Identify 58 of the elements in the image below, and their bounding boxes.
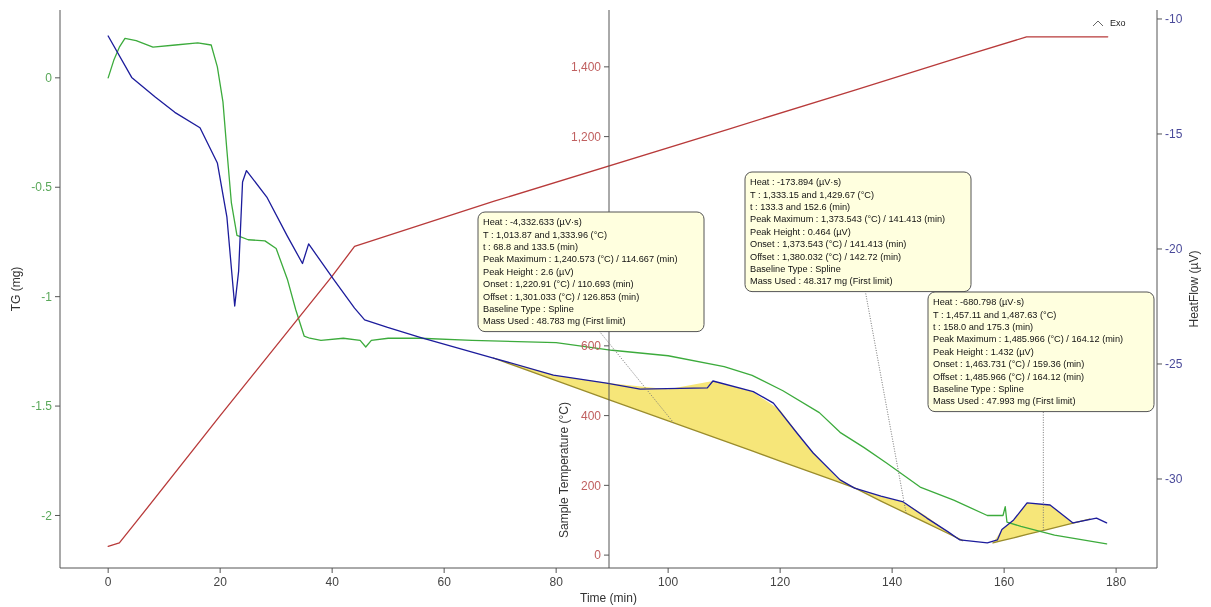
annotation: Offset : 1,301.033 (°C) / 126.853 (min) bbox=[483, 291, 640, 302]
annotation: Onset : 1,463.731 (°C) / 159.36 (min) bbox=[933, 359, 1085, 370]
annotation: T : 1,013.87 and 1,333.96 (°C) bbox=[483, 229, 608, 240]
x-tick-label: 100 bbox=[658, 575, 679, 589]
annotation: Offset : 1,485.966 (°C) / 164.12 (min) bbox=[933, 371, 1085, 382]
y-tick-label: 0 bbox=[45, 71, 53, 86]
y3-axis-title: HeatFlow (µV) bbox=[1187, 250, 1201, 328]
annotation: Onset : 1,220.91 (°C) / 110.693 (min) bbox=[483, 279, 634, 290]
y2-tick-label: 0 bbox=[594, 548, 602, 563]
y-tick-label: -0.5 bbox=[31, 180, 53, 195]
y2-tick-label: 1,400 bbox=[570, 60, 602, 75]
annotation: Exo bbox=[1110, 18, 1126, 28]
y3-tick-label: -15 bbox=[1165, 127, 1183, 142]
annotation: Offset : 1,380.032 (°C) / 142.72 (min) bbox=[750, 251, 902, 262]
annotation: t : 133.3 and 152.6 (min) bbox=[750, 202, 851, 212]
annotation: Peak Maximum : 1,373.543 (°C) / 141.413 (min) bbox=[750, 214, 946, 225]
annotation: Mass Used : 48.317 mg (First limit) bbox=[750, 276, 893, 287]
line-series bbox=[992, 518, 1091, 544]
y2-tick-label: 1,200 bbox=[570, 129, 602, 144]
annotation: Peak Maximum : 1,240.573 (°C) / 114.667 (min) bbox=[483, 254, 678, 265]
annotation: Mass Used : 48.783 mg (First limit) bbox=[483, 316, 626, 327]
y-tick-label: -1.5 bbox=[31, 399, 53, 414]
x-tick-label: 140 bbox=[882, 575, 903, 589]
x-tick-label: 80 bbox=[549, 575, 564, 589]
y3-tick-label: -30 bbox=[1165, 472, 1183, 487]
x-tick-label: 120 bbox=[770, 575, 791, 589]
annotation: Peak Maximum : 1,485.966 (°C) / 164.12 (min) bbox=[933, 334, 1124, 345]
y-axis-title: TG (mg) bbox=[9, 266, 23, 312]
y3-tick-label: -20 bbox=[1165, 242, 1183, 257]
annotation: T : 1,457.11 and 1,487.63 (°C) bbox=[933, 309, 1057, 320]
annotation: Peak Height : 1.432 (µV) bbox=[933, 346, 1034, 357]
y3-tick-label: -25 bbox=[1165, 357, 1183, 372]
y-tick-label: -2 bbox=[41, 508, 53, 523]
annotation: Mass Used : 47.993 mg (First limit) bbox=[933, 396, 1076, 407]
y2-axis-title: Sample Temperature (°C) bbox=[557, 402, 571, 538]
y2-tick-label: 200 bbox=[580, 478, 602, 493]
x-tick-label: 20 bbox=[213, 575, 228, 589]
annotation: T : 1,333.15 and 1,429.67 (°C) bbox=[750, 189, 875, 200]
annotation: Heat : -173.894 (µV·s) bbox=[750, 177, 842, 188]
x-tick-label: 0 bbox=[104, 575, 112, 589]
annotation: Heat : -4,332.633 (µV·s) bbox=[483, 217, 582, 228]
y-tick-label: -1 bbox=[41, 289, 53, 304]
annotation: Peak Height : 2.6 (µV) bbox=[483, 266, 574, 277]
annotation: Peak Height : 0.464 (µV) bbox=[750, 226, 851, 237]
x-axis-title: Time (min) bbox=[580, 591, 637, 605]
annotation: Onset : 1,373.543 (°C) / 141.413 (min) bbox=[750, 239, 907, 250]
y2-tick-label: 400 bbox=[580, 408, 602, 423]
y3-tick-label: -10 bbox=[1165, 12, 1183, 27]
annotation: Heat : -680.798 (µV·s) bbox=[933, 297, 1025, 308]
x-tick-label: 180 bbox=[1106, 575, 1127, 589]
x-tick-label: 60 bbox=[437, 575, 452, 589]
annotation: t : 68.8 and 133.5 (min) bbox=[483, 242, 578, 252]
annotation: Baseline Type : Spline bbox=[483, 304, 574, 314]
annotation: t : 158.0 and 175.3 (min) bbox=[933, 322, 1034, 332]
x-tick-label: 160 bbox=[994, 575, 1015, 589]
x-tick-label: 40 bbox=[325, 575, 340, 589]
annotation: Baseline Type : Spline bbox=[750, 264, 841, 274]
annotation: Baseline Type : Spline bbox=[933, 384, 1024, 394]
